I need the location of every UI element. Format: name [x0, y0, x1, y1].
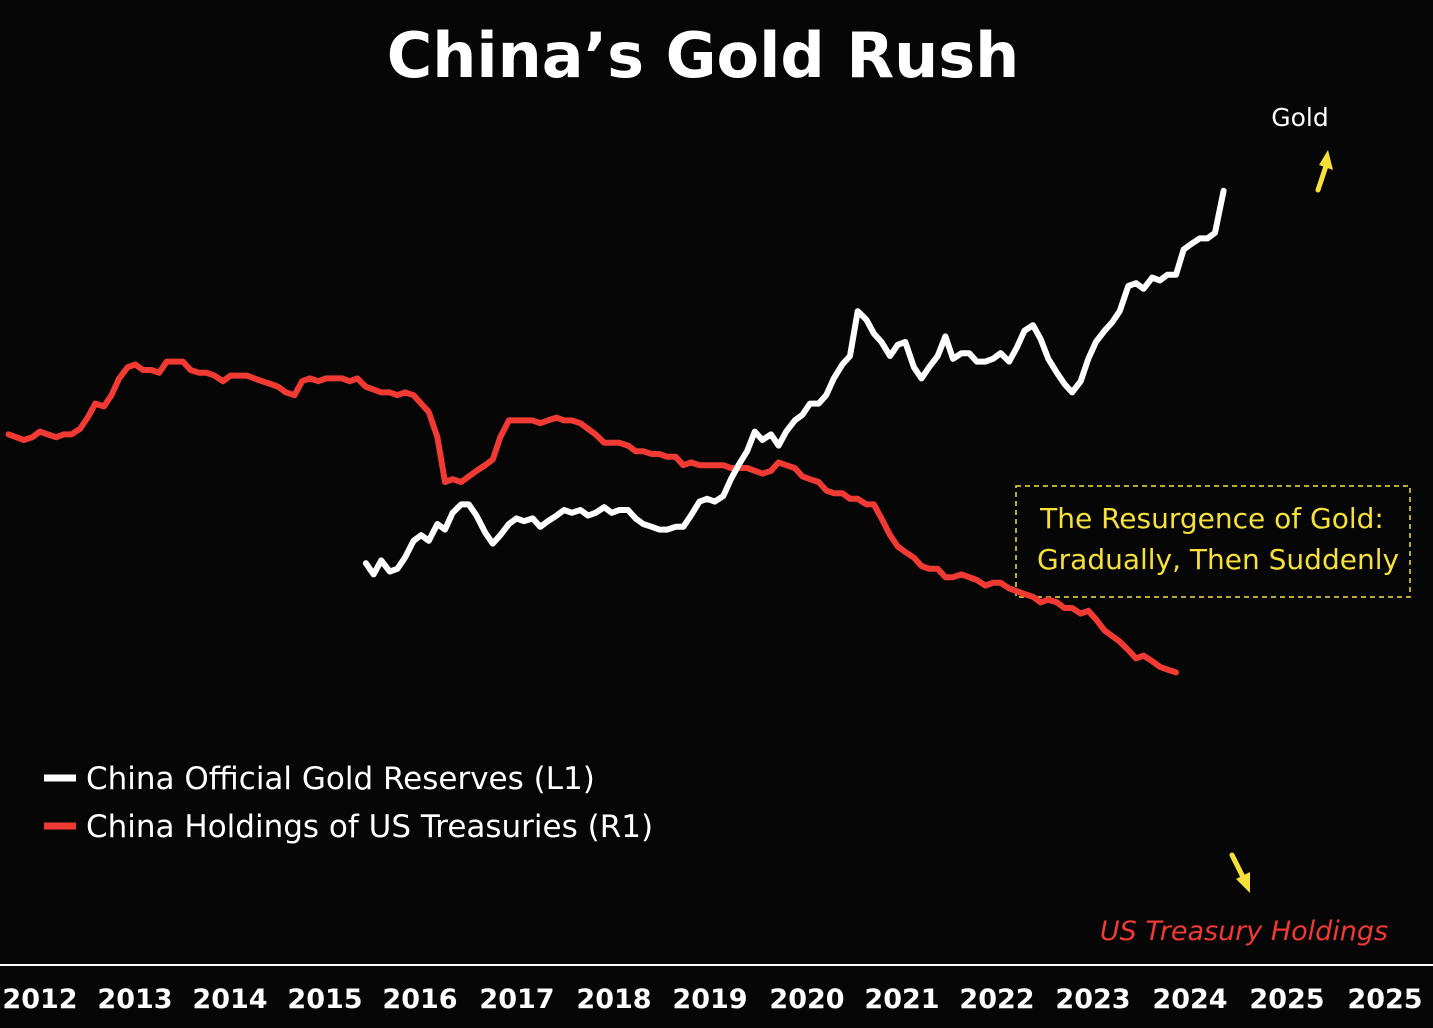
annotation-box: The Resurgence of Gold: Gradually, Then …	[1015, 485, 1411, 598]
annotation-line-2: Gradually, Then Suddenly	[1037, 543, 1399, 576]
x-axis-ticks: 2012 2013 2014 2015 2016 2017 2018 2019 2020 2021…	[2, 984, 1422, 1015]
x-tick-label: 2014	[192, 984, 267, 1015]
series-line-gold	[362, 187, 1227, 578]
annotation-box-border	[1015, 485, 1411, 598]
gold-label: Gold	[1271, 103, 1328, 132]
x-tick-label: 2019	[672, 984, 747, 1015]
legend: China Official Gold Reserves (L1) China …	[44, 761, 653, 845]
x-tick-label: 2020	[769, 984, 844, 1015]
annotation-line-1: The Resurgence of Gold:	[1039, 502, 1384, 535]
x-tick-label: 2017	[479, 984, 554, 1015]
x-tick-label: 2023	[1055, 984, 1130, 1015]
x-tick-label: 2015	[287, 984, 362, 1015]
gold-up-arrow	[1315, 150, 1333, 193]
x-tick-label: 2013	[97, 984, 172, 1015]
ust-label: US Treasury Holdings	[1100, 916, 1388, 947]
x-tick-label: 2016	[382, 984, 457, 1015]
ust-down-arrow	[1229, 852, 1250, 893]
x-tick-label: 2024	[1152, 984, 1227, 1015]
series-line-treasuries	[5, 358, 1179, 676]
x-tick-label: 2012	[2, 984, 77, 1015]
x-tick-label: 2022	[959, 984, 1034, 1015]
x-tick-label: 2021	[864, 984, 939, 1015]
chart-title: China’s Gold Rush	[387, 19, 1020, 92]
x-tick-label: 2025	[1249, 984, 1324, 1015]
x-tick-label: 2025	[1347, 984, 1422, 1015]
x-tick-label: 2018	[576, 984, 651, 1015]
legend-label-treasuries: China Holdings of US Treasuries (R1)	[86, 809, 653, 845]
legend-label-gold: China Official Gold Reserves (L1)	[86, 761, 595, 797]
